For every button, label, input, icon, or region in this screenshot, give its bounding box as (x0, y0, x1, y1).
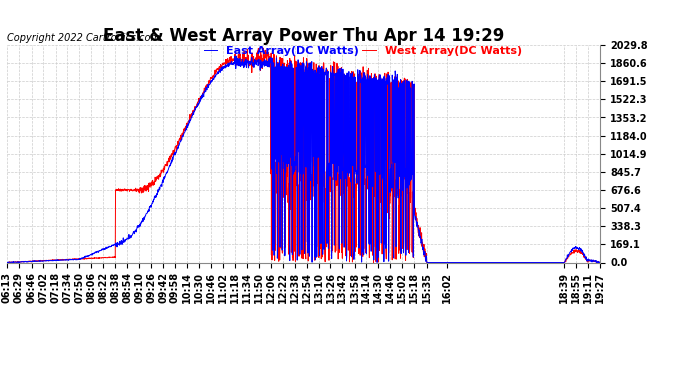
East Array(DC Watts) (3, 260, 11, 265)
Title: East & West Array Power Thu Apr 14 19:29: East & West Array Power Thu Apr 14 19:29 (103, 27, 504, 45)
Text: Copyright 2022 Cartronics.com: Copyright 2022 Cartronics.com (7, 33, 160, 43)
East Array(DC Watts) (471, 260, 479, 265)
Line: West Array(DC Watts): West Array(DC Watts) (7, 48, 600, 262)
Line: East Array(DC Watts): East Array(DC Watts) (7, 56, 600, 262)
East Array(DC Watts) (579, 251, 587, 255)
West Array(DC Watts) (471, 260, 479, 265)
West Array(DC Watts) (3, 260, 11, 265)
East Array(DC Watts) (579, 251, 587, 255)
East Array(DC Watts) (292, 163, 300, 168)
West Array(DC Watts) (596, 260, 604, 265)
East Array(DC Watts) (276, 245, 284, 249)
West Array(DC Watts) (33, 259, 41, 263)
West Array(DC Watts) (259, 46, 268, 50)
Legend: East Array(DC Watts), West Array(DC Watts): East Array(DC Watts), West Array(DC Watt… (204, 46, 522, 56)
West Array(DC Watts) (579, 252, 587, 257)
East Array(DC Watts) (233, 54, 241, 58)
West Array(DC Watts) (292, 59, 300, 63)
West Array(DC Watts) (276, 55, 284, 60)
East Array(DC Watts) (596, 260, 604, 265)
East Array(DC Watts) (33, 259, 41, 264)
West Array(DC Watts) (579, 252, 587, 257)
